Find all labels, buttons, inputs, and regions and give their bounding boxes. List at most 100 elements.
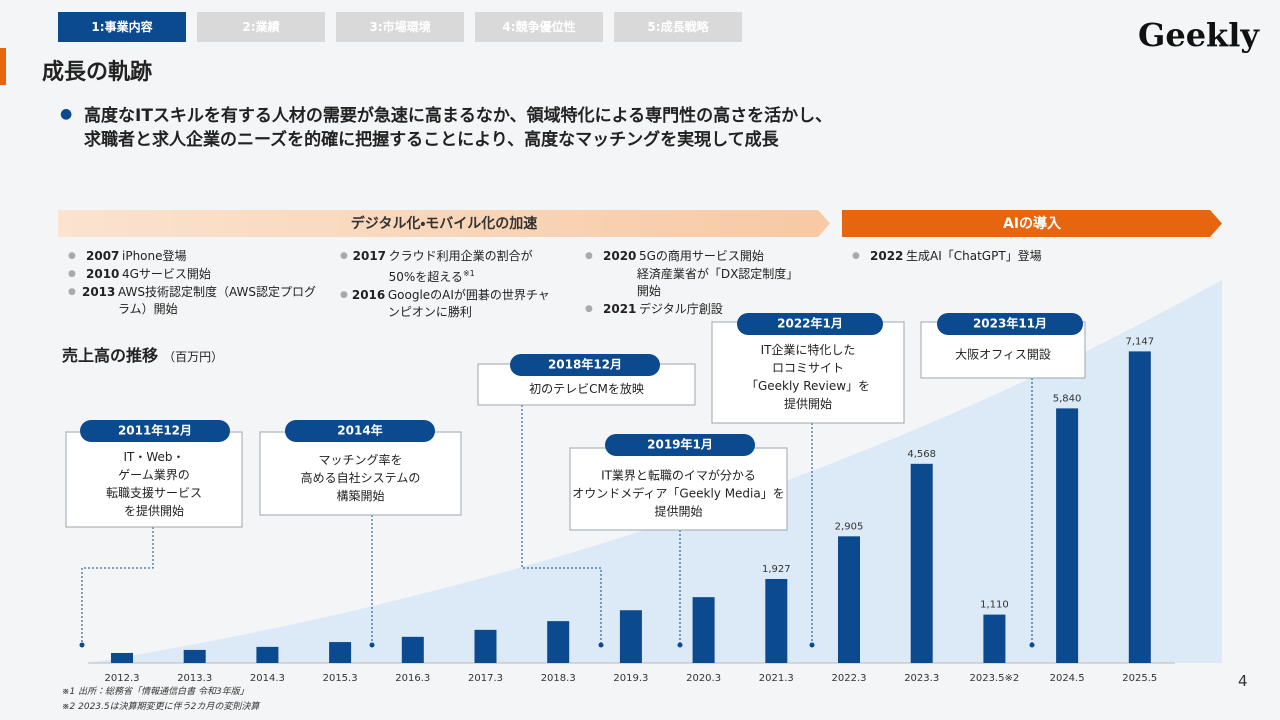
event-text: AWS技術認定制度（AWS認定プログラム）開始	[118, 284, 318, 318]
bar	[256, 646, 279, 663]
event-column: ● 2020 5Gの商用サービス開始 経済産業省が「DX認定制度」開始 ● 2021 デジタ…	[585, 248, 800, 319]
event-text-body: GoogleのAIが囲碁の世界チャンピオンに勝利	[387, 288, 550, 319]
bar	[765, 578, 788, 663]
x-tick-label: 2014.3	[250, 673, 285, 684]
page-number: 4	[1238, 672, 1248, 690]
event-text: 生成AI「ChatGPT」登場	[906, 248, 1042, 265]
tab: 4:競争優位性	[475, 12, 603, 42]
callout-pill	[605, 434, 755, 456]
callout-text: マッチング率を	[318, 453, 402, 467]
x-tick-label: 2021.3	[759, 673, 794, 684]
callout-pill	[510, 354, 660, 376]
event-text: デジタル庁創設	[639, 301, 723, 318]
callout-box	[259, 431, 462, 516]
bar	[1056, 408, 1079, 663]
event-text-body: 5Gの商用サービス開始	[639, 249, 764, 263]
event: ● 2007 iPhone登場	[68, 248, 318, 265]
callout-date: 2011年12月	[118, 423, 192, 438]
bar	[1128, 351, 1151, 663]
connector	[81, 527, 154, 645]
value-label: 5,840	[1053, 393, 1082, 404]
connector-dot	[677, 642, 683, 648]
callout-text: 転職支援サービス	[106, 486, 202, 500]
value-label: 7,147	[1125, 336, 1154, 347]
callout-text: 高める自社システムの	[301, 470, 421, 485]
event-year: 2007	[86, 249, 120, 263]
bullet-line: 高度なITスキルを有する人材の需要が急速に高まるなか、領域特化による専門性の高さ…	[84, 106, 833, 126]
phase-arrow	[58, 210, 830, 237]
x-tick-label: 2016.3	[395, 673, 430, 684]
x-tick-label: 2020.3	[686, 673, 721, 684]
bullet-text: 高度なITスキルを有する人材の需要が急速に高まるなか、領域特化による専門性の高さ…	[84, 104, 832, 152]
bar	[111, 652, 133, 663]
event-year: 2010	[86, 267, 120, 281]
bar	[183, 649, 206, 663]
bar	[547, 621, 570, 663]
x-tick-label: 2015.3	[323, 673, 358, 684]
callout-text: IT業界と転職のイマが分かる	[601, 468, 756, 483]
bar	[910, 463, 933, 663]
bar	[619, 610, 642, 663]
callout-text: IT・Web・	[123, 450, 184, 464]
event: 経済産業省が「DX認定制度」開始	[585, 266, 800, 300]
connector-dot	[809, 642, 815, 648]
callout-text: 提供開始	[784, 396, 832, 411]
event: ● 2010 4Gサービス開始	[68, 266, 318, 283]
bar	[401, 636, 424, 663]
event-year: 2021	[603, 302, 637, 316]
event-text: iPhone登場	[122, 248, 187, 265]
x-tick-label: 2023.3	[904, 673, 939, 684]
tab: 3:市場環境	[336, 12, 464, 42]
phase-arrow	[842, 210, 1222, 237]
event-year: 2017	[352, 249, 387, 263]
event-dot	[585, 266, 601, 300]
callout-pill	[737, 313, 883, 335]
event-text: 経済産業省が「DX認定制度」開始	[637, 266, 800, 300]
event-text: 5Gの商用サービス開始	[639, 248, 764, 265]
x-tick-label: 2018.3	[541, 673, 576, 684]
bar	[692, 597, 715, 663]
callout-text: オウンドメディア「Geekly Media」を	[572, 486, 784, 501]
event-note: ※1	[462, 269, 475, 278]
connector-dot	[1029, 642, 1035, 648]
callout-text: 初のテレビCMを放映	[529, 381, 644, 396]
bullet-line: 求職者と求人企業のニーズを的確に把握することにより、高度なマッチングを実現して成…	[84, 130, 779, 150]
event: ● 2020 5Gの商用サービス開始	[585, 248, 800, 265]
bar	[329, 642, 352, 663]
callout-text: 提供開始	[654, 504, 702, 519]
callout-date: 2022年1月	[777, 316, 843, 331]
value-label: 4,568	[907, 449, 936, 460]
title-accent	[0, 48, 6, 85]
x-tick-label: 2017.3	[468, 673, 503, 684]
event-dot: ●	[68, 287, 76, 297]
event-year: 2013	[81, 285, 116, 299]
event: ● 2013 AWS技術認定制度（AWS認定プログラム）開始	[68, 284, 318, 318]
chart-unit: （百万円）	[163, 350, 224, 364]
x-tick-label: 2025.5	[1122, 673, 1157, 684]
event-text-body: AWS技術認定制度（AWS認定プログラム）開始	[117, 285, 317, 316]
x-tick-label: 2013.3	[177, 673, 212, 684]
bar	[474, 629, 497, 663]
phase-label: デジタル化・モバイル化の加速	[351, 215, 537, 232]
x-tick-label: 2023.5※2	[970, 673, 1020, 684]
event-year	[601, 266, 637, 300]
callout-text: IT企業に特化した	[761, 342, 856, 357]
event: ● 2017 クラウド利用企業の割合が50%を超える※1	[340, 248, 550, 286]
tab: 1:事業内容	[58, 12, 186, 42]
event-text-body: iPhone登場	[122, 249, 187, 263]
callout-text: ゲーム業界の	[118, 468, 190, 482]
callout-box	[569, 447, 788, 531]
connector-dot	[79, 642, 85, 648]
event-dot: ●	[340, 290, 348, 300]
callout-text: ロコミサイト	[772, 361, 844, 375]
value-label: 2,905	[835, 521, 864, 532]
event-column: ● 2017 クラウド利用企業の割合が50%を超える※1 ● 2016 GoogleのAI…	[340, 248, 550, 322]
event-text-body: デジタル庁創設	[639, 302, 723, 316]
event-dot: ●	[585, 304, 593, 314]
x-tick-label: 2019.3	[613, 673, 648, 684]
callout-text: 大阪オフィス開設	[955, 348, 1051, 362]
event-text: GoogleのAIが囲碁の世界チャンピオンに勝利	[388, 287, 550, 321]
callout-date: 2014年	[337, 423, 382, 438]
